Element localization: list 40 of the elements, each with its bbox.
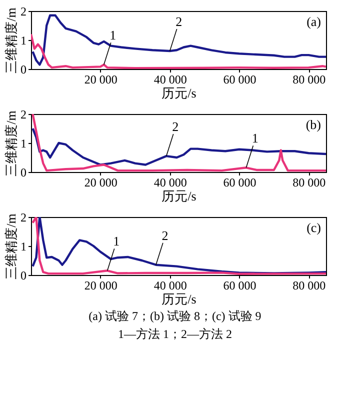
x-axis-title: 历元/s: [162, 292, 196, 306]
text: 1—方法 1；2—方法 2: [117, 326, 233, 343]
annotation: 2: [176, 14, 182, 30]
annotation: 2: [172, 119, 179, 134]
y-tick-label: 2: [20, 108, 26, 122]
y-tick-label: 1: [20, 34, 26, 48]
x-tick-label: 40 000: [154, 176, 187, 190]
x-tick-label: 60 000: [223, 278, 256, 292]
y-tick-label: 1: [20, 136, 26, 150]
y-axis-title: 三维精度/m: [4, 214, 18, 280]
annotation: (a): [306, 14, 321, 29]
y-axis-title: 三维精度/m: [4, 8, 18, 74]
annotation: 2: [162, 228, 168, 243]
x-tick-label: 20 000: [84, 176, 118, 190]
x-tick-label: 80 000: [292, 176, 326, 190]
y-tick-label: 0: [20, 268, 26, 282]
y-axis-title: 三维精度/m: [4, 110, 18, 176]
annotation: 1: [252, 130, 258, 146]
x-tick-label: 40 000: [154, 72, 187, 86]
x-tick-label: 40 000: [154, 278, 187, 292]
annotation: 1: [110, 28, 116, 43]
text: (a) 试验 7；(b) 试验 8；(c) 试验 9: [88, 308, 262, 325]
x-tick-label: 80 000: [292, 278, 326, 292]
x-axis-title: 历元/s: [162, 188, 196, 204]
x-axis-title: 历元/s: [162, 86, 196, 100]
y-tick-label: 0: [20, 62, 26, 76]
y-tick-label: 1: [20, 240, 26, 254]
x-tick-label: 80 000: [292, 72, 326, 86]
y-tick-label: 2: [20, 210, 26, 224]
annotation: (b): [306, 117, 321, 132]
y-tick-label: 0: [20, 166, 26, 180]
x-tick-label: 60 000: [223, 72, 256, 86]
annotation: 1: [113, 234, 120, 249]
x-tick-label: 20 000: [84, 72, 118, 86]
x-tick-label: 60 000: [223, 176, 256, 190]
line-series: [32, 114, 326, 172]
x-tick-label: 20 000: [84, 278, 118, 292]
line-series: [32, 14, 326, 66]
annotation: (c): [306, 220, 321, 235]
y-tick-label: 2: [20, 4, 26, 18]
